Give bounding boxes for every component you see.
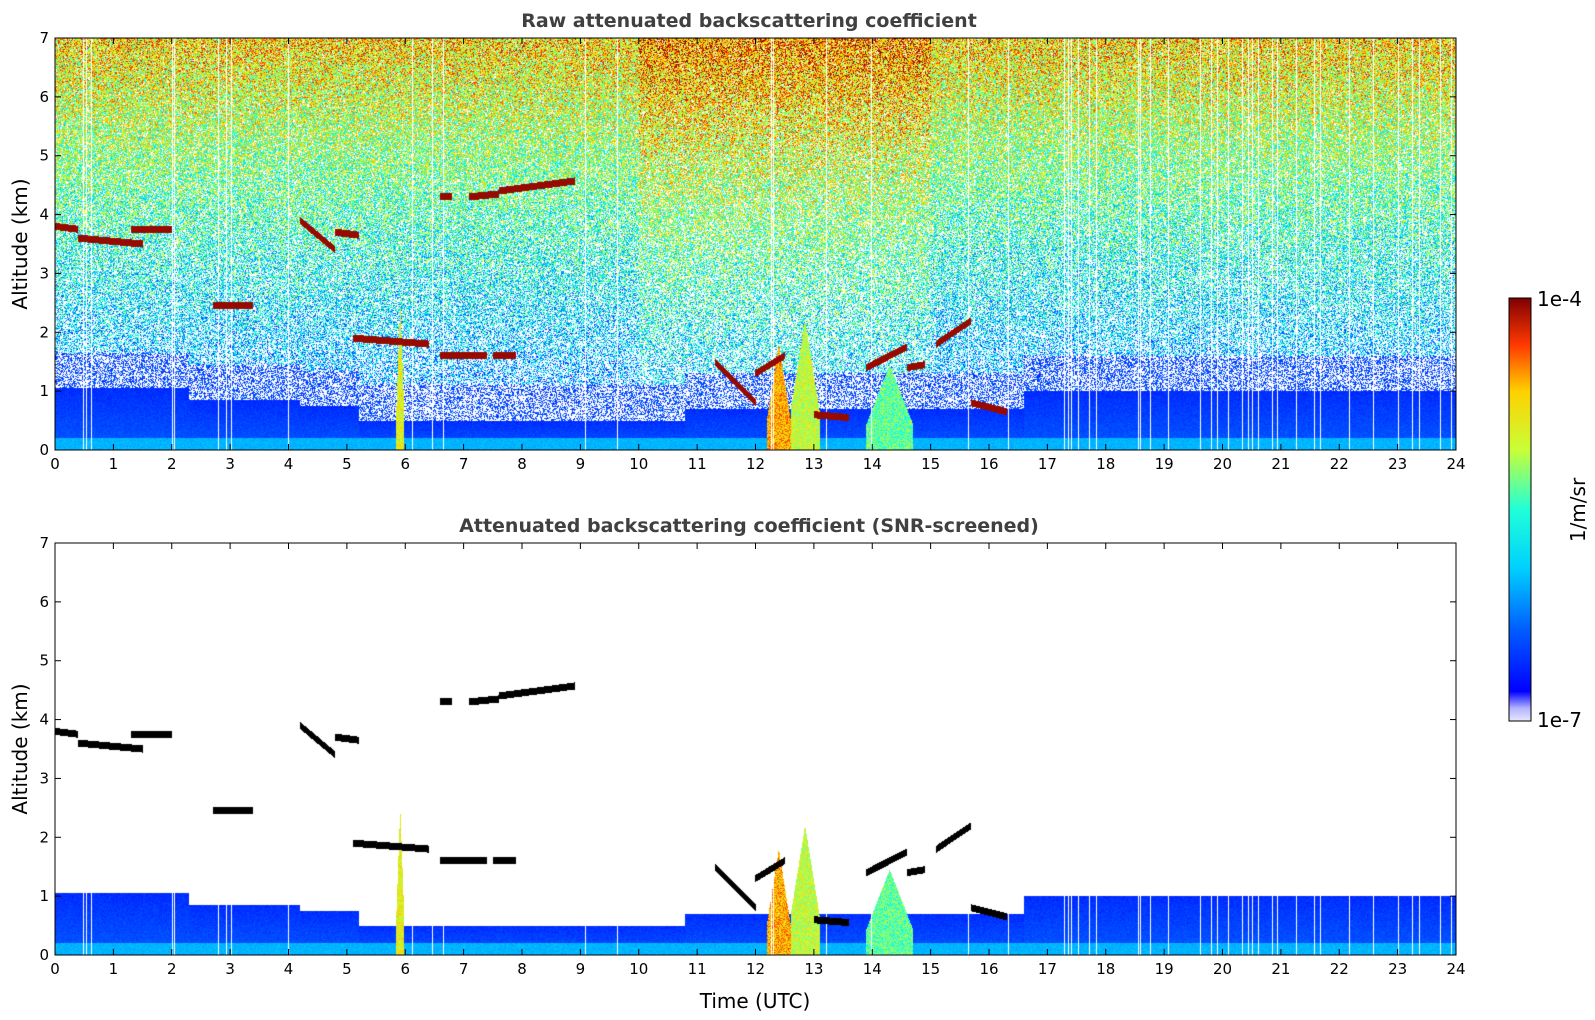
colorbar-min-label: 1e-7 xyxy=(1537,708,1582,732)
raw-axis-ticks: 0 1 2 3 4 5 6 7 8 9 10 11 12 13 14 15 16 17 18 19 20 21 22 23 24… xyxy=(39,29,1465,473)
y-tick-label: 7 xyxy=(39,29,49,47)
y-tick-label: 5 xyxy=(39,652,49,670)
raw-panel-title: Raw attenuated backscattering coefficien… xyxy=(521,10,977,32)
y-tick-label: 1 xyxy=(39,887,49,905)
x-tick-label: 2 xyxy=(167,455,177,473)
screened-axis-ticks: 0 1 2 3 4 5 6 7 8 9 10 11 12 13 14 15 16 17 18 19 20 21 22 23 24… xyxy=(39,534,1465,978)
y-tick-label: 7 xyxy=(39,534,49,552)
y-tick-label: 6 xyxy=(39,88,49,106)
x-tick-label: 18 xyxy=(1096,960,1115,978)
y-tick-label: 3 xyxy=(39,769,49,787)
y-tick-label: 1 xyxy=(39,382,49,400)
x-tick-label: 11 xyxy=(688,455,707,473)
y-tick-label: 6 xyxy=(39,593,49,611)
x-tick-label: 14 xyxy=(863,960,882,978)
y-tick-label: 2 xyxy=(39,323,49,341)
x-tick-label: 12 xyxy=(746,455,765,473)
x-tick-label: 8 xyxy=(517,455,527,473)
x-tick-label: 6 xyxy=(400,455,410,473)
x-tick-label: 4 xyxy=(284,960,294,978)
y-tick-label: 3 xyxy=(39,264,49,282)
x-tick-label: 11 xyxy=(688,960,707,978)
screened-heatmap-image xyxy=(55,543,1456,955)
y-tick-label: 2 xyxy=(39,828,49,846)
x-tick-label: 2 xyxy=(167,960,177,978)
x-tick-label: 0 xyxy=(50,960,60,978)
raw-backscatter-panel: Raw attenuated backscattering coefficien… xyxy=(8,10,1466,473)
x-tick-label: 0 xyxy=(50,455,60,473)
x-tick-label: 1 xyxy=(109,960,119,978)
x-tick-label: 9 xyxy=(576,455,586,473)
x-tick-label: 8 xyxy=(517,960,527,978)
x-tick-label: 16 xyxy=(979,960,998,978)
x-tick-label: 10 xyxy=(629,960,648,978)
x-tick-label: 18 xyxy=(1096,455,1115,473)
x-tick-label: 21 xyxy=(1271,455,1290,473)
x-tick-label: 21 xyxy=(1271,960,1290,978)
x-tick-label: 13 xyxy=(804,960,823,978)
raw-heatmap-image xyxy=(55,38,1456,450)
screened-y-axis-label: Altitude (km) xyxy=(8,683,32,814)
x-tick-label: 10 xyxy=(629,455,648,473)
screened-backscatter-panel: Attenuated backscattering coefficient (S… xyxy=(8,515,1466,1013)
x-tick-label: 3 xyxy=(225,455,235,473)
x-tick-label: 20 xyxy=(1213,455,1232,473)
y-tick-label: 0 xyxy=(39,441,49,459)
x-tick-label: 5 xyxy=(342,960,352,978)
x-tick-label: 4 xyxy=(284,455,294,473)
colorbar: 1e-4 1e-7 1/m/sr xyxy=(1508,287,1590,732)
colorbar-max-label: 1e-4 xyxy=(1537,287,1582,311)
x-tick-label: 16 xyxy=(979,455,998,473)
x-tick-label: 24 xyxy=(1446,960,1465,978)
colorbar-gradient xyxy=(1508,297,1532,722)
x-tick-label: 15 xyxy=(921,455,940,473)
y-tick-label: 4 xyxy=(39,206,49,224)
raw-y-axis-label: Altitude (km) xyxy=(8,178,32,309)
x-tick-label: 22 xyxy=(1330,960,1349,978)
x-tick-label: 22 xyxy=(1330,455,1349,473)
x-tick-label: 1 xyxy=(109,455,119,473)
x-tick-label: 9 xyxy=(576,960,586,978)
x-tick-label: 20 xyxy=(1213,960,1232,978)
x-tick-label: 13 xyxy=(804,455,823,473)
x-tick-label: 19 xyxy=(1155,960,1174,978)
colorbar-unit-label: 1/m/sr xyxy=(1566,477,1590,542)
x-tick-label: 23 xyxy=(1388,960,1407,978)
y-tick-label: 0 xyxy=(39,946,49,964)
x-tick-label: 6 xyxy=(400,960,410,978)
x-axis-label: Time (UTC) xyxy=(699,989,811,1013)
y-tick-label: 5 xyxy=(39,147,49,165)
x-tick-label: 23 xyxy=(1388,455,1407,473)
x-tick-label: 12 xyxy=(746,960,765,978)
x-tick-label: 3 xyxy=(225,960,235,978)
x-tick-label: 19 xyxy=(1155,455,1174,473)
x-tick-label: 17 xyxy=(1038,455,1057,473)
x-tick-label: 14 xyxy=(863,455,882,473)
x-tick-label: 7 xyxy=(459,960,469,978)
x-tick-label: 7 xyxy=(459,455,469,473)
x-tick-label: 5 xyxy=(342,455,352,473)
x-tick-label: 17 xyxy=(1038,960,1057,978)
x-tick-label: 15 xyxy=(921,960,940,978)
x-tick-label: 24 xyxy=(1446,455,1465,473)
y-tick-label: 4 xyxy=(39,711,49,729)
screened-panel-title: Attenuated backscattering coefficient (S… xyxy=(459,515,1039,537)
